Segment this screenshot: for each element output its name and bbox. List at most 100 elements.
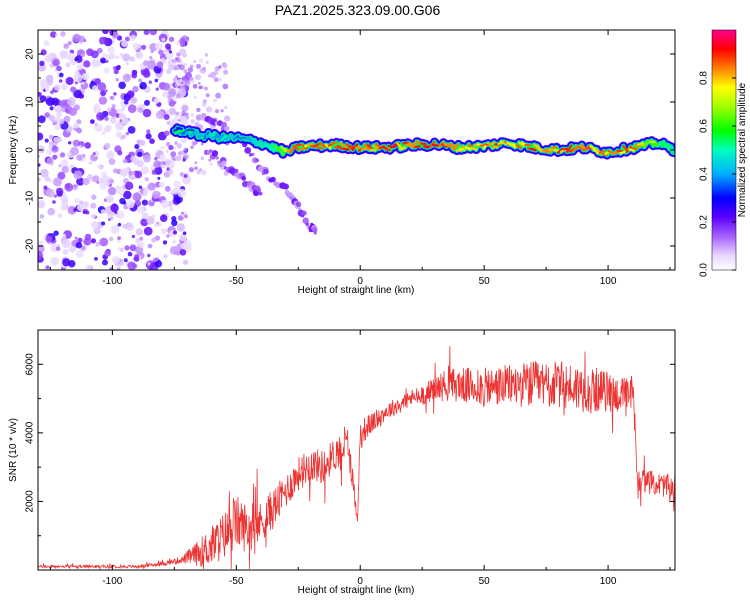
noise-blob [123,190,132,200]
noise-blob [171,156,175,160]
ridge-core [666,144,674,154]
noise-blob [154,157,158,161]
noise-blob [45,87,50,92]
ridge-core [598,149,606,154]
noise-blob [60,159,69,168]
snr-x-label: Height of straight line (km) [298,585,415,596]
ridge-core [488,141,496,146]
ridge-core [491,145,499,149]
branch-blob [251,152,255,156]
ridge-core [366,143,374,151]
noise-blob [61,239,71,249]
noise-blob [160,199,170,209]
noise-blob [160,145,165,150]
noise-blob [90,119,95,124]
noise-blob [102,30,109,35]
noise-blob [181,211,184,215]
noise-blob [129,244,137,252]
noise-blob [77,237,83,243]
noise-blob [163,254,168,259]
ridge-core [458,147,466,151]
noise-blob [82,210,86,214]
noise-blob [163,130,170,137]
noise-blob [194,140,198,145]
branch-blob [221,160,227,166]
noise-blob [154,223,158,227]
noise-blob [104,249,111,257]
ridge-core [509,142,517,149]
noise-blob [172,77,177,82]
noise-blob [141,44,147,50]
x-tick-label: 0 [357,576,363,587]
y-tick-label: -20 [25,238,36,253]
noise-blob [110,203,119,213]
noise-blob [59,50,69,59]
branch-blob [215,156,219,160]
noise-blob [74,198,80,204]
noise-blob [179,85,186,91]
ridge-core [333,146,341,149]
ridge-core [342,147,350,151]
noise-blob [79,200,84,205]
noise-blob [49,106,54,111]
noise-blob [117,236,121,241]
noise-blob [168,144,174,151]
noise-blob [104,142,111,150]
ridge-core [176,126,183,131]
noise-blob [54,105,63,114]
ridge-core [339,141,347,149]
noise-blob [91,194,97,200]
snr-x-ticks: -100 -50 0 50 100 [49,330,671,587]
noise-blob [117,247,122,251]
noise-blob [52,200,56,204]
ridge-core [292,145,299,150]
noise-blob [103,67,110,74]
noise-blob [74,236,78,240]
noise-blob [137,151,143,157]
noise-blob [82,178,90,186]
page-title: PAZ1.2025.323.09.00.G06 [274,2,441,18]
noise-blob [50,256,60,266]
noise-blob [108,178,115,184]
noise-blob [74,70,80,76]
noise-blob [166,121,170,125]
ridge-core [518,141,525,147]
noise-blob [164,185,171,192]
noise-blob [197,82,201,85]
noise-blob [63,115,71,123]
noise-blob [142,108,152,118]
noise-blob [168,107,176,115]
ridge-core [259,140,267,145]
noise-blob [165,141,171,147]
branch-blob [282,183,289,190]
noise-blob [214,109,220,114]
noise-blob [106,195,114,203]
noise-blob [104,89,108,93]
noise-blob [182,259,189,265]
noise-blob [173,101,177,105]
noise-blob [191,140,195,144]
noise-blob [51,145,59,153]
ridge-core [402,141,409,145]
noise-blob [169,190,173,194]
noise-blob [124,245,130,251]
noise-blob [194,161,198,165]
noise-blob [102,259,108,266]
noise-blob [196,63,201,69]
noise-blob [112,66,117,70]
x-tick-label: -50 [229,576,244,587]
noise-blob [224,106,228,109]
noise-blob [145,133,152,140]
noise-blob [80,53,86,58]
noise-blob [147,243,153,249]
noise-blob [168,164,174,170]
noise-blob [154,235,161,241]
noise-blob [57,171,66,180]
noise-blob [174,82,179,88]
noise-blob [73,73,83,83]
noise-blob [100,165,104,170]
noise-blob [199,168,203,172]
colorbar-ticks: 0.0 0.2 0.4 0.6 0.8 [699,71,736,277]
noise-blob [166,234,170,238]
noise-blob [132,192,142,202]
